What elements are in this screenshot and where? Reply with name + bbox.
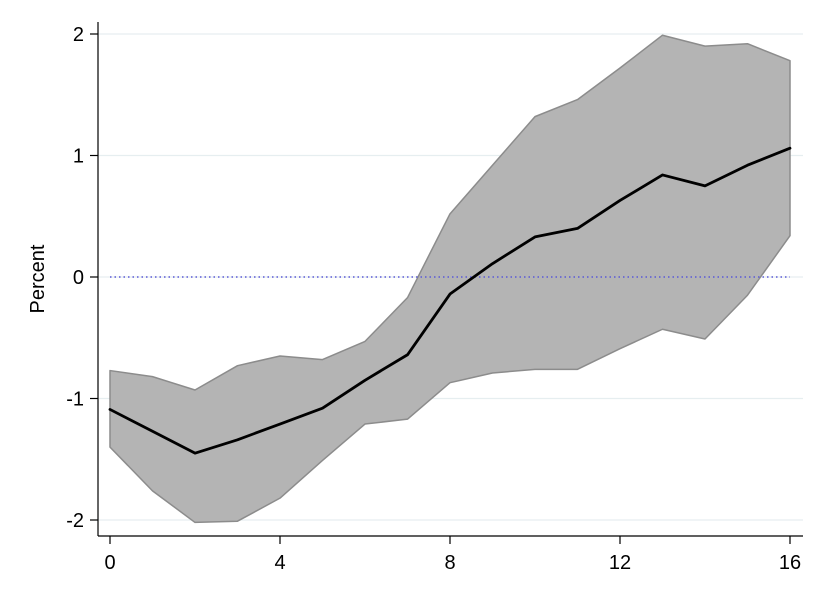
y-tick-label: 2 — [73, 24, 84, 46]
confidence-band-layer — [109, 34, 791, 524]
x-tick-label: 4 — [274, 552, 285, 574]
y-tick-label: -1 — [66, 389, 84, 411]
y-tick-label: 1 — [73, 146, 84, 168]
x-tick-label: 12 — [609, 552, 631, 574]
y-axis-title: Percent — [27, 244, 49, 313]
x-tick-label: 0 — [104, 552, 115, 574]
confidence-band — [109, 34, 791, 524]
x-tick-label: 16 — [779, 552, 801, 574]
y-tick-label: -2 — [66, 510, 84, 532]
series-line-layer — [108, 146, 792, 455]
y-tick-label: 0 — [73, 267, 84, 289]
x-tick-label: 8 — [444, 552, 455, 574]
